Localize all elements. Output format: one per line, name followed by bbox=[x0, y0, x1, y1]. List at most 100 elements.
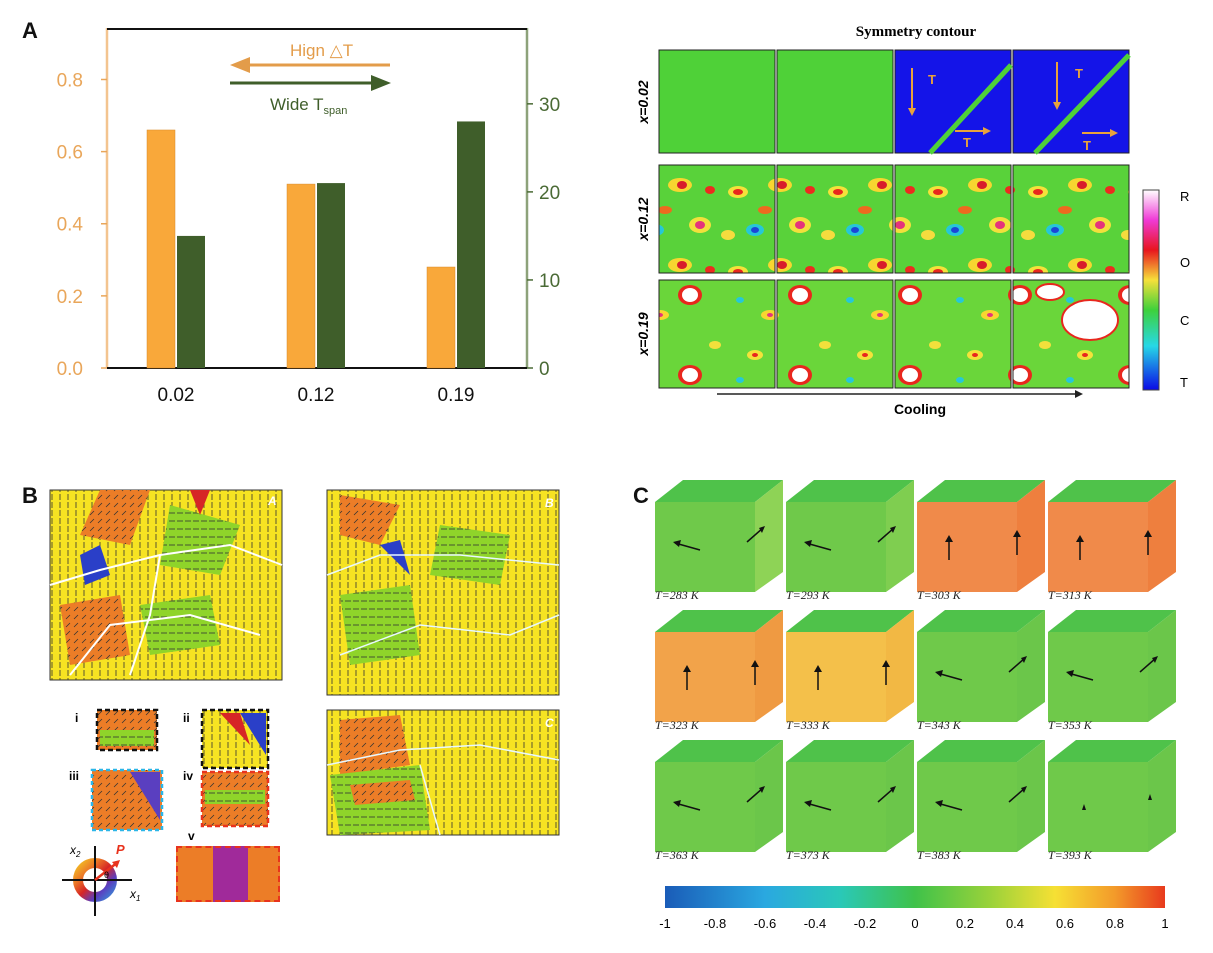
panel-label-a: A bbox=[22, 18, 38, 43]
cube-colorbar: -1 -0.8 -0.6 -0.4 -0.2 0 0.2 0.4 0.6 0.8 1 bbox=[659, 886, 1169, 931]
contour-cell bbox=[894, 49, 1012, 154]
colorbar-tick-label: -0.4 bbox=[804, 916, 826, 931]
right-tick-label: 10 bbox=[539, 271, 560, 292]
contour-cell bbox=[894, 164, 1012, 274]
cube-temp-label: T=393 K bbox=[1048, 848, 1092, 862]
t-label: T bbox=[928, 72, 936, 87]
legend-r: R bbox=[1180, 189, 1189, 204]
x-tick-label: 0.19 bbox=[438, 385, 475, 406]
symmetry-colorbar bbox=[1142, 189, 1160, 391]
contour-cell bbox=[776, 49, 894, 154]
left-tick-label: 0.4 bbox=[57, 215, 84, 236]
cube: T=303 K bbox=[917, 480, 1045, 608]
bar-high-dt bbox=[146, 129, 176, 369]
row-label: x=0.02 bbox=[635, 80, 651, 124]
cube: T=293 K bbox=[786, 480, 914, 608]
cube-temp-label: T=283 K bbox=[655, 588, 699, 602]
contour-cell bbox=[1012, 164, 1130, 274]
bar-high-dt bbox=[426, 266, 456, 369]
cube: T=313 K bbox=[1048, 480, 1176, 608]
inset-label: iii bbox=[69, 769, 79, 783]
right-tick-label: 20 bbox=[539, 183, 560, 204]
high-dt-label: Hign △T bbox=[290, 41, 353, 60]
phase-field-figure: A B C i ii iii iv bbox=[49, 489, 560, 843]
bar-high-dt bbox=[286, 183, 316, 369]
row-label: x=0.12 bbox=[635, 197, 651, 241]
row-x012 bbox=[658, 164, 1130, 274]
contour-cell bbox=[658, 49, 776, 154]
cube: T=283 K bbox=[655, 480, 783, 608]
row-x002: T T T T bbox=[658, 49, 1131, 155]
inset-v: v bbox=[188, 829, 195, 843]
symmetry-title: Symmetry contour bbox=[856, 24, 977, 40]
cube-temp-label: T=333 K bbox=[786, 718, 830, 732]
colorbar-tick-label: -0.2 bbox=[854, 916, 876, 931]
t-label: T bbox=[1083, 138, 1091, 153]
cube: T=333 K bbox=[786, 610, 914, 738]
inset-v-map bbox=[176, 846, 280, 902]
polarization-wheel: x2 x1 P θ bbox=[62, 842, 140, 916]
map-label: A bbox=[267, 494, 277, 508]
cube-temp-label: T=313 K bbox=[1048, 588, 1092, 602]
x1-label: x1 bbox=[129, 887, 140, 903]
symmetry-contour-figure: Symmetry contour T T T T bbox=[635, 24, 1190, 417]
bar-wide-t bbox=[457, 121, 485, 368]
cube: T=383 K bbox=[917, 740, 1045, 868]
inset-label: i bbox=[75, 711, 78, 725]
right-tick-label: 30 bbox=[539, 95, 560, 116]
bar-wide-t bbox=[317, 183, 345, 368]
cube-temp-label: T=383 K bbox=[917, 848, 961, 862]
cooling-label: Cooling bbox=[894, 401, 946, 417]
t-label: T bbox=[1075, 66, 1083, 81]
inset-iii: iii bbox=[69, 768, 164, 832]
x2-label: x2 bbox=[69, 843, 81, 859]
row-label: x=0.19 bbox=[635, 312, 651, 356]
cube-grid: T=283 K T=293 K T=303 K T=313 K T=323 K bbox=[655, 480, 1195, 880]
colorbar-tick-label: 0.4 bbox=[1006, 916, 1024, 931]
x-tick-label: 0.12 bbox=[298, 385, 335, 406]
inset-iv: iv bbox=[183, 769, 270, 828]
right-tick-label: 0 bbox=[539, 359, 550, 380]
inset-i: i bbox=[75, 708, 159, 752]
inset-label: ii bbox=[183, 711, 190, 725]
phase-map-a: A bbox=[49, 489, 283, 681]
theta-label: θ bbox=[104, 870, 109, 880]
x-tick-label: 0.02 bbox=[158, 385, 195, 406]
panel-label-c: C bbox=[633, 483, 649, 508]
colorbar-tick-label: 0 bbox=[911, 916, 918, 931]
cube: T=393 K bbox=[1048, 740, 1176, 868]
cube: T=323 K bbox=[655, 610, 783, 738]
legend-c: C bbox=[1180, 313, 1189, 328]
cube: T=363 K bbox=[655, 740, 783, 868]
cube: T=343 K bbox=[917, 610, 1045, 738]
map-label: B bbox=[545, 496, 554, 510]
row-x019 bbox=[658, 279, 1130, 389]
colorbar-tick-label: -0.8 bbox=[704, 916, 726, 931]
bar-chart: 0.0 0.2 0.4 0.6 0.8 0 10 20 30 0.02 0.12 0.19 Hign … bbox=[57, 28, 560, 406]
colorbar-tick-label: -0.6 bbox=[754, 916, 776, 931]
p-label: P bbox=[116, 842, 125, 857]
bar-wide-t bbox=[177, 235, 205, 368]
colorbar-gradient bbox=[665, 886, 1165, 908]
left-tick-label: 0.8 bbox=[57, 70, 83, 91]
cube-temp-label: T=303 K bbox=[917, 588, 961, 602]
cube-temp-label: T=323 K bbox=[655, 718, 699, 732]
cube-temp-label: T=363 K bbox=[655, 848, 699, 862]
cube-temp-label: T=373 K bbox=[786, 848, 830, 862]
cube-temp-label: T=293 K bbox=[786, 588, 830, 602]
high-dt-arrowhead bbox=[230, 57, 250, 73]
left-tick-label: 0.6 bbox=[57, 143, 83, 164]
contour-cell bbox=[776, 279, 894, 389]
panel-label-b: B bbox=[22, 483, 38, 508]
phase-map-c: C bbox=[326, 709, 560, 836]
contour-cell bbox=[658, 164, 776, 274]
cube-temp-label: T=343 K bbox=[917, 718, 961, 732]
colorbar-tick-label: 0.6 bbox=[1056, 916, 1074, 931]
colorbar-tick-label: 0.8 bbox=[1106, 916, 1124, 931]
contour-cell bbox=[658, 279, 776, 389]
inset-label: iv bbox=[183, 769, 193, 783]
legend-t: T bbox=[1180, 375, 1188, 390]
cube: T=353 K bbox=[1048, 610, 1176, 738]
map-label: C bbox=[545, 716, 554, 730]
wide-t-arrowhead bbox=[371, 75, 391, 91]
